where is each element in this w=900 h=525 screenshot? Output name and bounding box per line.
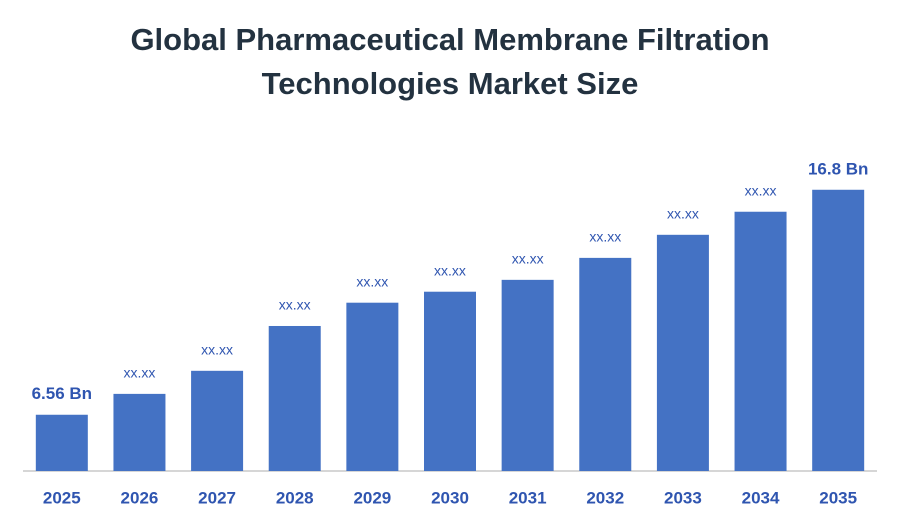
value-label: xx.xx	[201, 342, 233, 358]
value-label: xx.xx	[589, 229, 621, 245]
bar	[346, 302, 399, 471]
x-tick-label: 2034	[742, 488, 780, 507]
value-label: 6.56 Bn	[32, 384, 92, 403]
x-tick-label: 2030	[431, 488, 469, 507]
value-label: xx.xx	[745, 182, 777, 198]
bar	[579, 257, 632, 471]
x-tick-label: 2027	[198, 488, 236, 507]
bar	[191, 370, 244, 471]
x-tick-label: 2029	[353, 488, 391, 507]
x-tick-label: 2035	[819, 488, 857, 507]
bar	[656, 234, 709, 471]
x-tick-label: 2033	[664, 488, 702, 507]
value-label: xx.xx	[667, 206, 699, 222]
bar	[812, 189, 865, 471]
value-label: xx.xx	[512, 251, 544, 267]
x-tick-label: 2032	[586, 488, 624, 507]
x-tick-label: 2025	[43, 488, 81, 507]
bar	[268, 325, 321, 471]
bar	[35, 414, 88, 471]
value-label: 16.8 Bn	[808, 159, 868, 178]
chart-title: Global Pharmaceutical Membrane Filtratio…	[130, 22, 769, 57]
value-label: xx.xx	[356, 273, 388, 289]
x-tick-label: 2026	[121, 488, 159, 507]
chart-title: Technologies Market Size	[262, 66, 639, 101]
bar	[424, 291, 476, 471]
x-tick-label: 2028	[276, 488, 314, 507]
bar	[501, 279, 554, 471]
value-label: xx.xx	[124, 365, 156, 381]
value-label: xx.xx	[434, 262, 466, 278]
x-tick-label: 2031	[509, 488, 547, 507]
bar	[734, 211, 787, 472]
value-label: xx.xx	[279, 297, 311, 313]
bar	[113, 393, 166, 471]
